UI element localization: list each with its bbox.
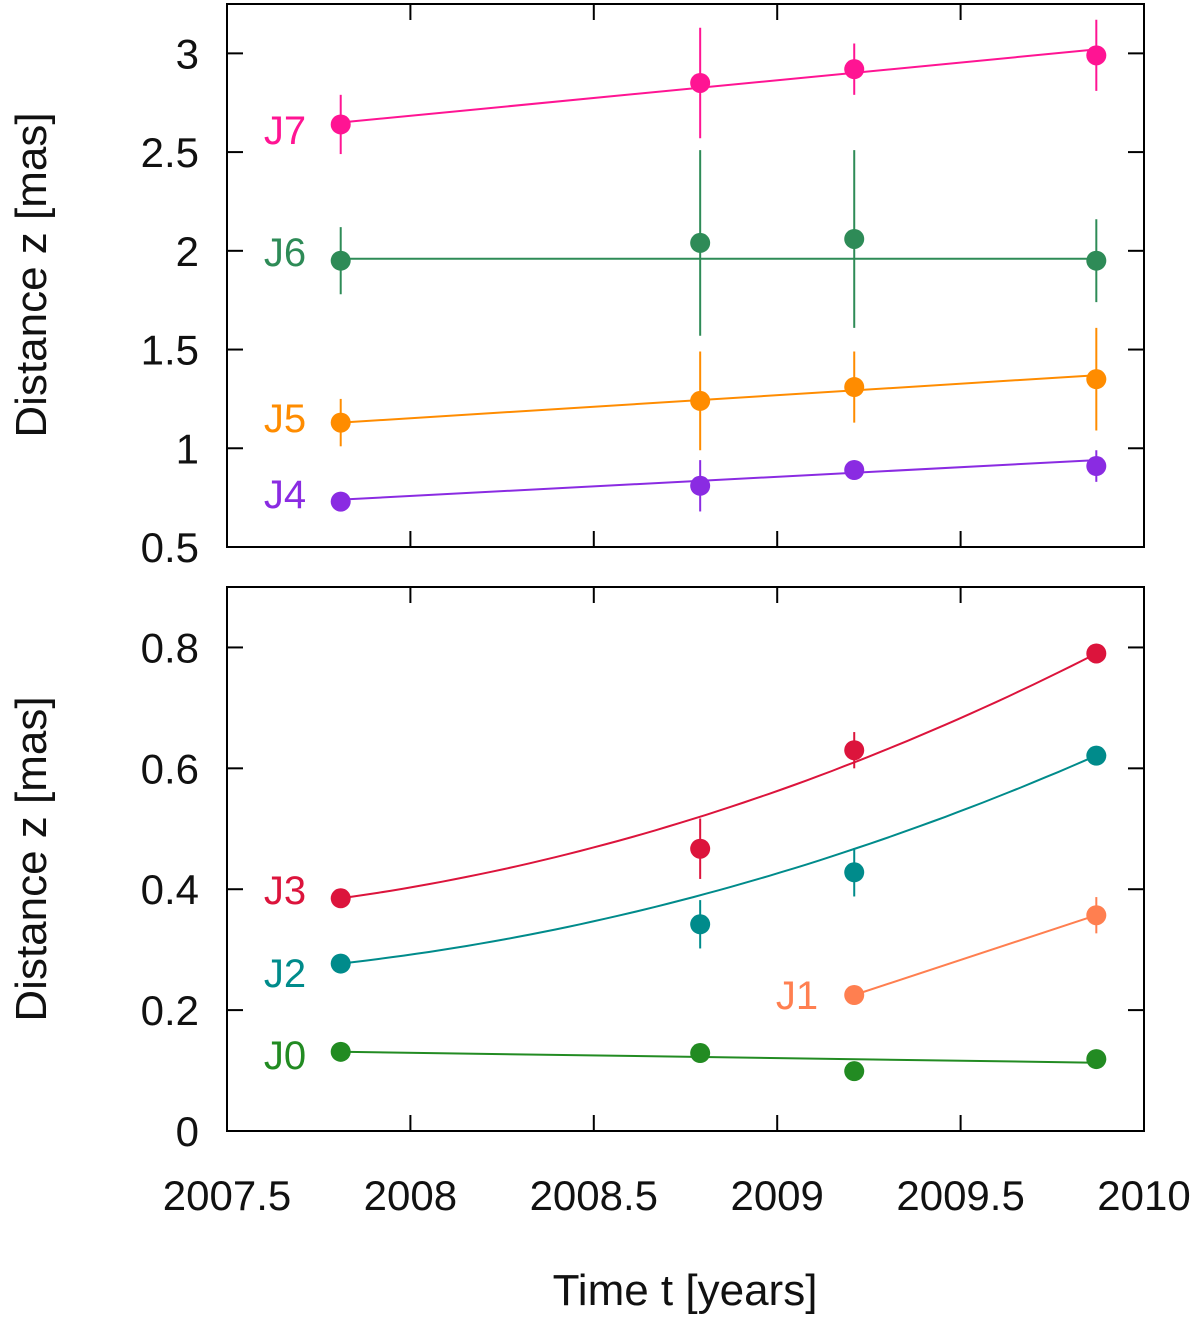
data-point-j7 [1086,45,1107,66]
series-j5: J5 [264,327,1107,451]
data-point-j5 [690,390,711,411]
top-ytick-label: 3 [176,30,199,77]
fit-line-j1 [853,914,1097,996]
top-panel: 0.5 1 1.5 2 2.5 3 J7 J6 J5 J4 Distance z [mas] [7,3,1145,571]
top-ytick-label: 2.5 [141,129,199,176]
fit-line-j7 [340,48,1097,124]
bottom-panel: 0 0.2 0.4 0.6 0.8 2007.5 2008 2008.5 2009 2009.5… [7,586,1191,1315]
data-point-j7 [690,72,711,93]
series-j4: J4 [264,450,1107,517]
fit-line-j4 [340,459,1097,501]
bottom-ytick-label: 0 [176,1108,199,1155]
bottom-y-axis-title: Distance z [mas] [7,696,56,1021]
data-point-j6 [1086,250,1107,271]
fit-line-j2 [340,754,1097,965]
xtick-label: 2008.5 [530,1172,658,1219]
top-ticks [227,4,1144,547]
bottom-ytick-label: 0.4 [141,866,199,913]
data-point-j6 [844,228,865,249]
data-point-j3 [844,740,865,761]
top-plot-frame [226,3,1145,548]
top-ytick-labels: 0.5 1 1.5 2 2.5 3 [141,30,199,571]
series-label-j5: J5 [264,397,306,441]
series-j3: J3 [264,643,1107,913]
fit-line-j5 [340,374,1097,424]
fit-line-j3 [340,652,1097,900]
data-point-j4 [1086,456,1107,477]
data-point-j5 [330,412,351,433]
xtick-label: 2007.5 [163,1172,291,1219]
bottom-ticks [227,587,1144,1131]
series-j7: J7 [264,19,1107,155]
data-point-j4 [330,491,351,512]
data-point-j5 [1086,369,1107,390]
data-point-j7 [844,59,865,80]
data-point-j6 [330,250,351,271]
data-point-j3 [1086,643,1107,664]
data-point-j7 [330,114,351,135]
data-point-j2 [690,914,711,935]
series-label-j4: J4 [264,473,306,517]
data-point-j2 [330,953,351,974]
data-point-j3 [330,888,351,909]
series-label-j7: J7 [264,109,306,153]
series-j0: J0 [264,1034,1107,1082]
series-label-j2: J2 [264,952,306,996]
data-point-j1 [844,985,865,1005]
bottom-ytick-label: 0.2 [141,987,199,1034]
bottom-series: J3 J2 J1 J0 [264,643,1107,1082]
series-label-j3: J3 [264,869,306,913]
series-j6: J6 [264,150,1107,336]
bottom-ytick-label: 0.6 [141,745,199,792]
xtick-label: 2010 [1097,1172,1190,1219]
data-point-j4 [690,475,711,496]
fit-line-j0 [340,1050,1097,1064]
bottom-plot-frame [226,586,1145,1132]
data-point-j0 [690,1043,711,1064]
series-j1: J1 [776,897,1107,1018]
x-axis-title: Time t [years] [553,1266,818,1315]
data-point-j1 [1086,905,1107,926]
top-series: J7 J6 J5 J4 [264,19,1107,517]
xtick-label: 2008 [364,1172,457,1219]
data-point-j5 [844,377,865,398]
top-ytick-label: 1.5 [141,327,199,374]
data-point-j0 [1086,1049,1107,1070]
top-ytick-label: 2 [176,228,199,275]
bottom-ytick-label: 0.8 [141,624,199,671]
series-j2: J2 [264,745,1107,996]
top-y-axis-title: Distance z [mas] [7,112,56,437]
top-ytick-label: 0.5 [141,524,199,571]
data-point-j6 [690,232,711,253]
data-point-j2 [1086,745,1107,766]
xtick-label: 2009 [730,1172,823,1219]
data-point-j2 [844,862,865,883]
data-point-j4 [844,459,865,480]
bottom-ytick-labels: 0 0.2 0.4 0.6 0.8 [141,624,199,1155]
data-point-j0 [330,1041,351,1062]
top-ytick-label: 1 [176,425,199,472]
xtick-label: 2009.5 [896,1172,1024,1219]
data-point-j0 [844,1061,865,1082]
bottom-xtick-labels: 2007.5 2008 2008.5 2009 2009.5 2010 [163,1172,1191,1219]
data-point-j3 [690,838,711,859]
series-label-j1: J1 [776,974,818,1018]
series-label-j6: J6 [264,231,306,275]
series-label-j0: J0 [264,1034,306,1078]
